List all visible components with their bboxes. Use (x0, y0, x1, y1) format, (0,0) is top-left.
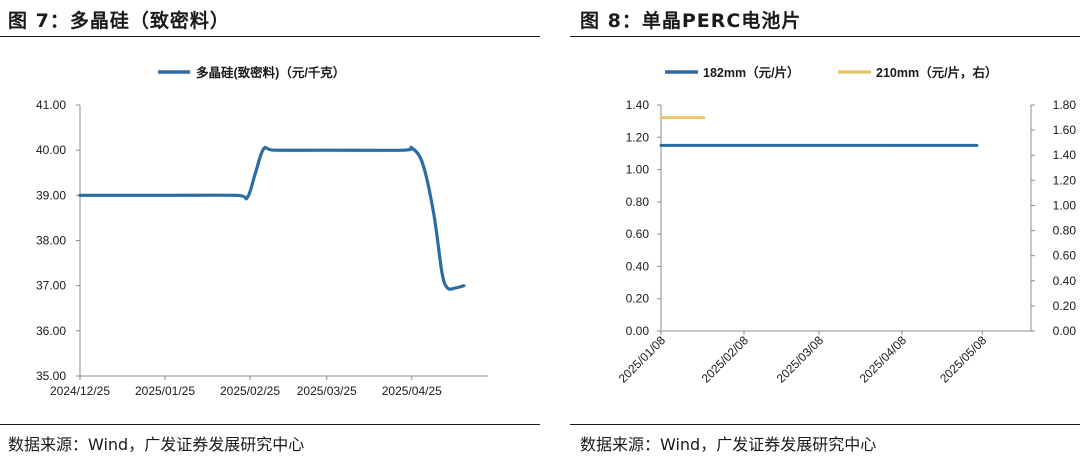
figure-7-title: 图 7：多晶硅（致密料） (8, 10, 230, 32)
y-tick-label: 36.00 (36, 324, 66, 338)
y-left-tick-label: 0.80 (626, 195, 650, 209)
figure-8-bottom-rule (570, 424, 1080, 425)
y-left-tick-label: 0.60 (626, 227, 650, 241)
figure-8-source: 数据来源：Wind，广发证券发展研究中心 (580, 435, 877, 454)
legend-label-182mm: 182mm（元/片） (703, 65, 800, 80)
x-tick-label: 2025/03/25 (297, 384, 357, 398)
y-left-tick-label: 1.00 (626, 163, 650, 177)
x-tick-label: 2025/01/08 (616, 333, 669, 386)
series-line-polysilicon (78, 145, 466, 291)
x-tick-label: 2025/04/08 (857, 333, 910, 386)
y-tick-label: 39.00 (36, 188, 66, 202)
figure-7-source: 数据来源：Wind，广发证券发展研究中心 (8, 435, 305, 454)
y-right-tick-label: 1.60 (1053, 123, 1077, 137)
x-tick-label: 2025/02/25 (220, 384, 280, 398)
x-tick-label: 2025/04/25 (382, 384, 442, 398)
y-left-tick-label: 0.40 (626, 259, 650, 273)
y-tick-label: 41.00 (36, 98, 66, 112)
y-left-tick-label: 0.20 (626, 292, 650, 306)
polysilicon-price-chart: 35.00 36.00 37.00 38.00 39.00 40.00 41.00 2024/… (36, 65, 488, 398)
x-tick-label: 2025/05/08 (937, 333, 990, 386)
y-right-tick-label: 0.40 (1053, 274, 1077, 288)
y-right-tick-label: 0.60 (1053, 249, 1077, 263)
figure-8-top-rule (570, 36, 1080, 37)
figure-8-title: 图 8：单晶PERC电池片 (580, 10, 802, 32)
y-left-tick-label: 1.20 (626, 130, 650, 144)
y-tick-label: 35.00 (36, 369, 66, 383)
y-right-tick-label: 1.00 (1053, 198, 1077, 212)
figure-7-top-rule (0, 36, 540, 37)
legend-label-polysilicon: 多晶硅(致密料)（元/千克） (196, 65, 345, 80)
x-tick-label: 2025/02/08 (699, 333, 752, 386)
y-left-tick-label: 1.40 (626, 98, 650, 112)
y-tick-label: 38.00 (36, 234, 66, 248)
x-tick-label: 2025/03/08 (774, 333, 827, 386)
figure-7-panel: 图 7：多晶硅（致密料） 35.00 36.00 37.00 38.00 39.00 40… (0, 10, 540, 454)
y-left-tick-label: 0.00 (626, 324, 650, 338)
y-tick-label: 37.00 (36, 279, 66, 293)
y-right-tick-label: 0.20 (1053, 299, 1077, 313)
x-tick-label: 2025/01/25 (135, 384, 195, 398)
perc-cell-price-chart: 0.00 0.20 0.40 0.60 0.80 1.00 1.20 1.40 0.00 0.20… (616, 65, 1077, 386)
figure-7-bottom-rule (0, 424, 540, 425)
y-tick-label: 40.00 (36, 143, 66, 157)
y-right-tick-label: 1.80 (1053, 98, 1077, 112)
y-right-tick-label: 0.00 (1053, 324, 1077, 338)
x-tick-label: 2024/12/25 (50, 384, 110, 398)
y-right-tick-label: 0.80 (1053, 224, 1077, 238)
y-right-tick-label: 1.20 (1053, 173, 1077, 187)
y-right-tick-label: 1.40 (1053, 148, 1077, 162)
figure-8-panel: 图 8：单晶PERC电池片 0.00 0.20 0.40 0.60 0.80 1.00 1.… (570, 0, 1080, 461)
legend-label-210mm: 210mm（元/片，右） (876, 65, 998, 80)
